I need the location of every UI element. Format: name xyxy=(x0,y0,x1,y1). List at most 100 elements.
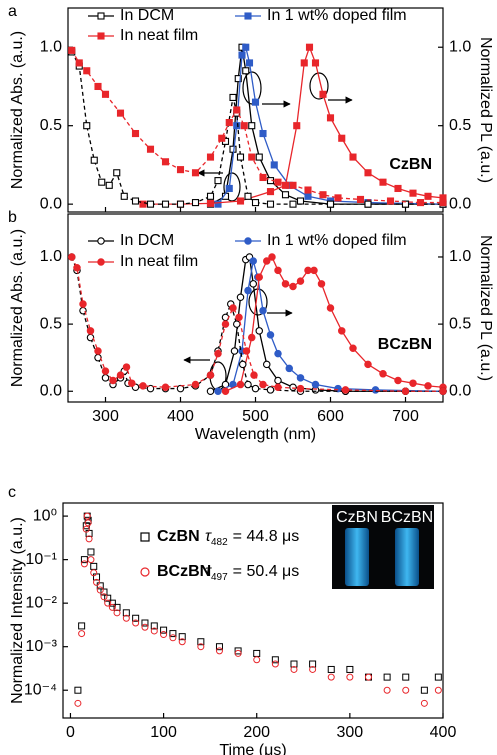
panel-label: a xyxy=(8,3,17,20)
marker xyxy=(401,387,410,396)
marker xyxy=(251,384,260,393)
marker xyxy=(274,376,282,385)
x-axis-label: Time (μs) xyxy=(219,742,286,755)
marker xyxy=(83,67,91,75)
marker xyxy=(300,59,308,67)
x-tick-label: 300 xyxy=(92,408,119,425)
point xyxy=(87,556,95,564)
y-tick-label: 10⁻¹ xyxy=(25,551,57,568)
lifetime-annotation: τ482 = 44.8 μs xyxy=(205,528,299,547)
series-line xyxy=(71,51,443,205)
marker xyxy=(262,360,271,369)
legend-marker xyxy=(97,237,105,245)
marker xyxy=(409,379,417,387)
point xyxy=(346,665,354,673)
marker xyxy=(86,333,95,342)
marker xyxy=(116,371,125,379)
lifetime-value: = 44.8 μs xyxy=(233,528,300,545)
marker xyxy=(161,200,170,208)
vial xyxy=(345,528,369,586)
marker xyxy=(424,382,432,390)
point xyxy=(327,665,335,673)
marker xyxy=(191,380,200,389)
y2-axis-label: Normalized PL (a.u.) xyxy=(477,235,494,381)
y2-tick-label: 0.0 xyxy=(449,382,471,399)
marker xyxy=(236,380,245,389)
point xyxy=(93,578,101,586)
marker xyxy=(304,192,312,200)
marker xyxy=(266,188,275,196)
point xyxy=(364,673,372,681)
marker xyxy=(349,153,357,161)
marker xyxy=(206,371,215,379)
marker xyxy=(206,387,215,396)
marker xyxy=(161,158,170,166)
marker xyxy=(293,122,301,130)
marker xyxy=(281,181,290,189)
marker xyxy=(319,90,327,98)
y2-tick-label: 0.5 xyxy=(449,315,471,332)
marker xyxy=(305,43,314,51)
marker xyxy=(244,380,252,389)
y-tick-label: 10⁻² xyxy=(25,594,57,611)
marker xyxy=(248,153,256,161)
marker xyxy=(379,178,387,186)
x-tick-label: 700 xyxy=(392,408,419,425)
y-axis-label: Normalized Abs. (a.u.) xyxy=(9,31,26,189)
marker xyxy=(311,380,320,389)
point xyxy=(215,647,223,655)
legend-label: In neat film xyxy=(120,253,198,270)
marker xyxy=(266,200,275,208)
point xyxy=(197,638,205,646)
marker xyxy=(73,263,81,272)
marker xyxy=(75,59,83,67)
marker xyxy=(319,191,327,199)
point xyxy=(309,660,317,668)
point xyxy=(434,673,442,681)
marker xyxy=(334,194,342,202)
marker xyxy=(259,380,267,389)
marker xyxy=(161,383,170,391)
marker xyxy=(251,199,260,207)
marker xyxy=(274,383,282,391)
marker xyxy=(311,59,320,67)
tau-symbol: τ xyxy=(205,528,212,545)
y2-axis-label: Normalized PL (a.u.) xyxy=(477,37,494,183)
marker xyxy=(266,331,275,339)
marker xyxy=(439,199,447,207)
point xyxy=(96,586,104,594)
point xyxy=(74,686,82,694)
point xyxy=(113,603,121,611)
marker xyxy=(86,327,95,335)
point xyxy=(141,619,149,627)
point xyxy=(122,614,130,622)
marker xyxy=(242,67,250,75)
point xyxy=(309,665,317,673)
legend-marker xyxy=(244,12,252,20)
marker xyxy=(249,257,258,265)
legend-marker xyxy=(140,532,150,542)
point xyxy=(253,649,261,657)
series-line xyxy=(71,50,443,204)
legend-marker xyxy=(140,567,150,577)
marker xyxy=(255,327,263,335)
point xyxy=(234,649,242,657)
inset-label: CzBN xyxy=(336,509,378,526)
marker xyxy=(304,186,312,194)
lifetime-annotation: τ497 = 50.4 μs xyxy=(205,563,299,582)
marker xyxy=(83,122,91,130)
marker xyxy=(266,386,275,394)
point xyxy=(132,619,140,627)
point xyxy=(434,686,442,694)
marker xyxy=(364,169,372,177)
marker xyxy=(116,109,125,117)
series-line xyxy=(71,256,443,392)
marker xyxy=(317,280,326,288)
inset-label: BCzBN xyxy=(381,509,433,526)
marker xyxy=(101,374,110,382)
marker xyxy=(225,184,233,193)
point xyxy=(122,609,130,617)
marker xyxy=(113,169,121,177)
point xyxy=(178,633,186,641)
